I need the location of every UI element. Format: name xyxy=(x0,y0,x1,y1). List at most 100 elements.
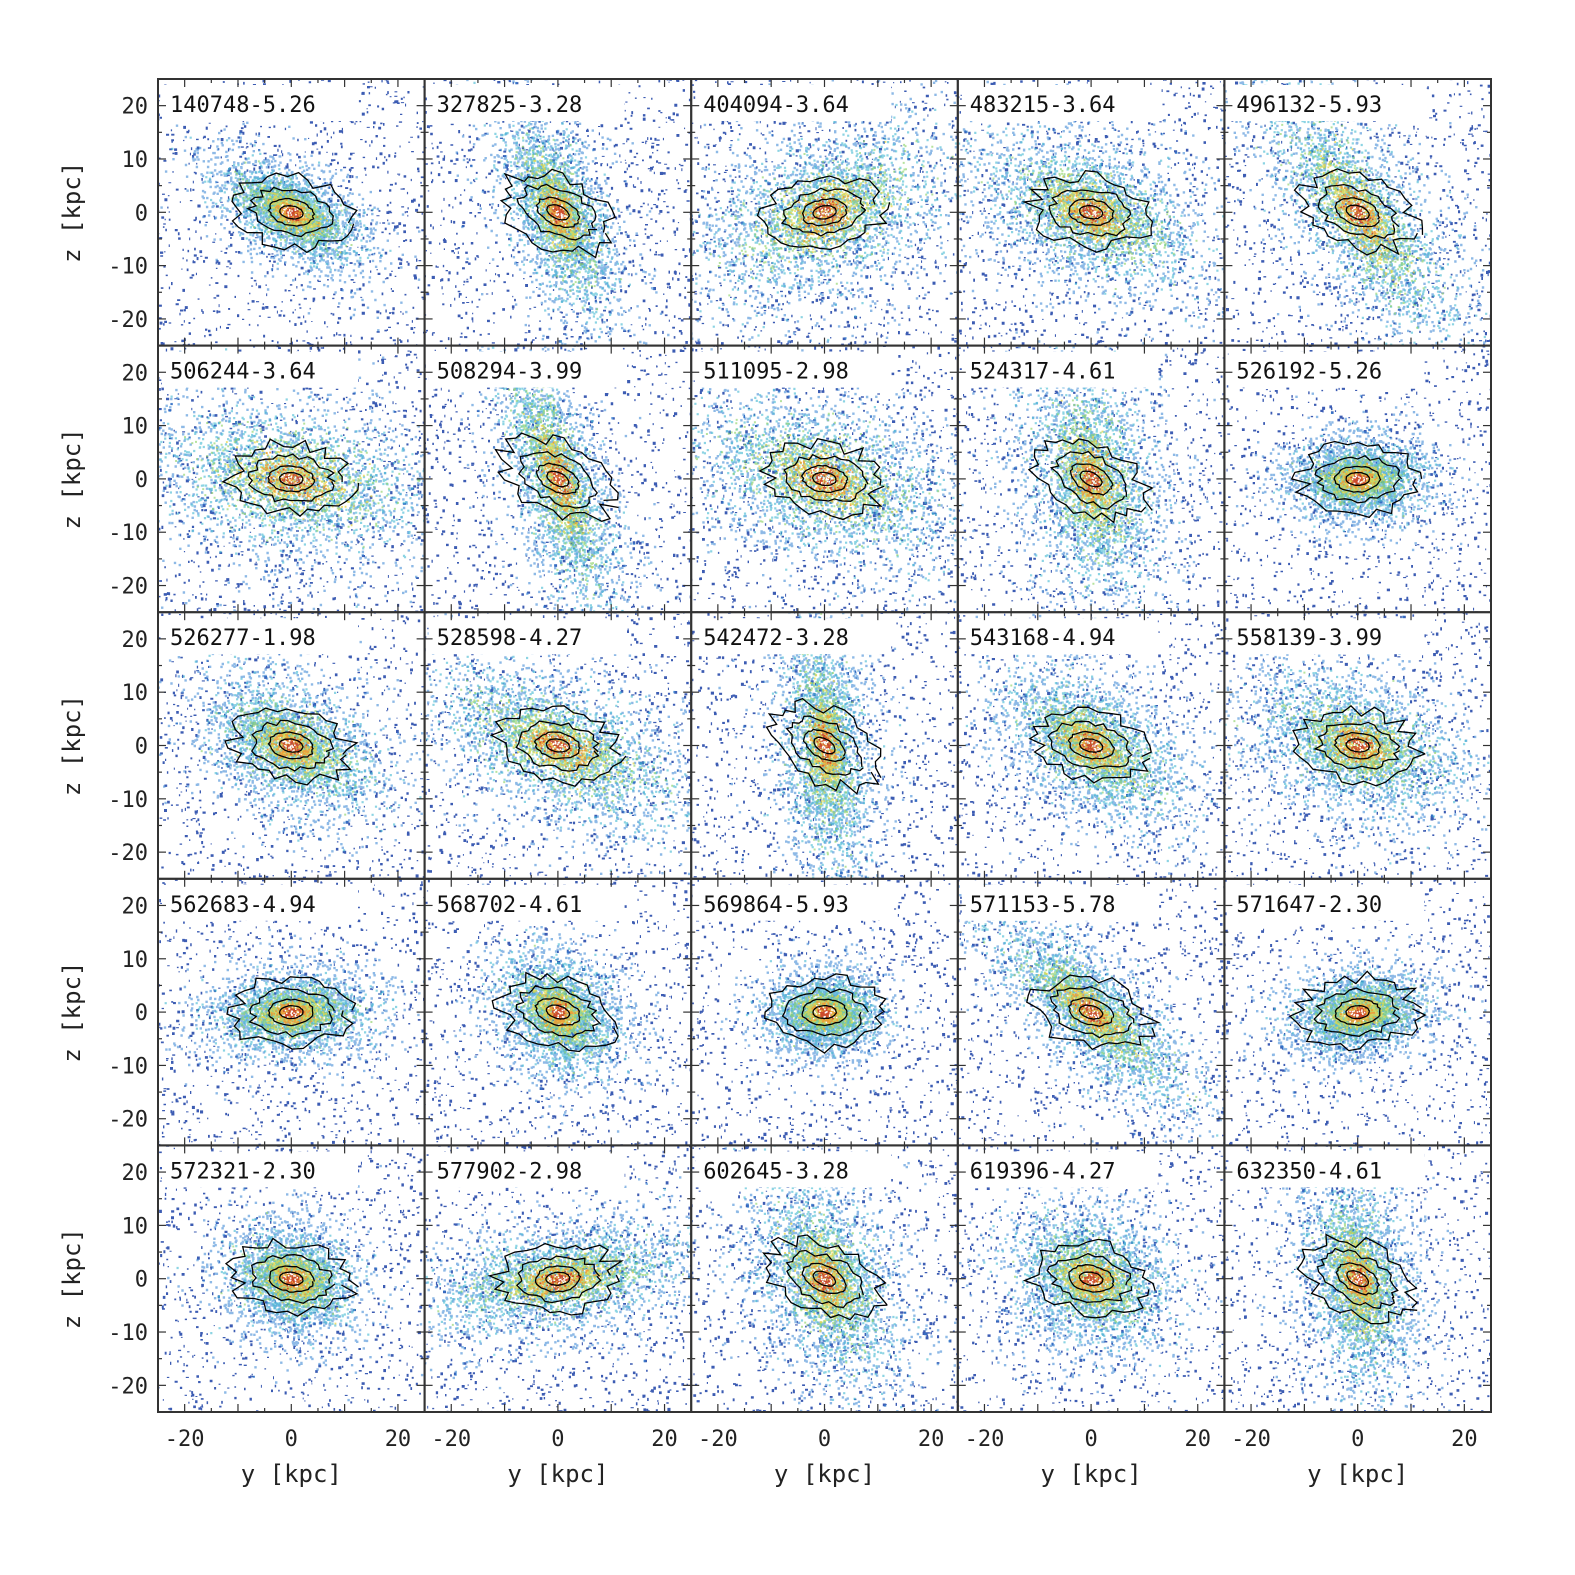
x-axis-title: y [kpc] xyxy=(507,1460,608,1488)
panel-label-text: 571153-5.78 xyxy=(970,893,1116,918)
panel-label-text: 506244-3.64 xyxy=(170,360,316,385)
y-tick-label: 0 xyxy=(135,1001,148,1026)
y-tick-label: -20 xyxy=(108,308,148,333)
y-tick-label: -20 xyxy=(108,1374,148,1399)
panel-label-text: 632350-4.61 xyxy=(1236,1159,1382,1184)
panel-label: 571153-5.78 xyxy=(962,885,1158,921)
panel-label: 404094-3.64 xyxy=(695,85,891,121)
y-tick-label: -10 xyxy=(108,1054,148,1079)
x-tick-label: -20 xyxy=(965,1427,1005,1452)
panel-label-text: 569864-5.93 xyxy=(703,893,849,918)
y-tick-label: -10 xyxy=(108,521,148,546)
panel-label-text: 511095-2.98 xyxy=(703,360,849,385)
panel-label: 558139-3.99 xyxy=(1228,618,1424,654)
panel-label: 508294-3.99 xyxy=(429,352,625,388)
y-tick-label: 20 xyxy=(122,894,149,919)
density-map xyxy=(720,929,923,1102)
panel-label-text: 558139-3.99 xyxy=(1236,626,1382,651)
y-tick-label: 10 xyxy=(122,415,149,440)
panel-label-text: 508294-3.99 xyxy=(437,360,583,385)
y-tick-label: 10 xyxy=(122,1214,149,1239)
panel-label: 571647-2.30 xyxy=(1228,885,1424,921)
y-tick-label: 10 xyxy=(122,948,149,973)
x-tick-label: -20 xyxy=(431,1427,471,1452)
panel-label-text: 562683-4.94 xyxy=(170,893,316,918)
panel-label: 496132-5.93 xyxy=(1228,85,1424,121)
x-tick-label: 0 xyxy=(1084,1427,1097,1452)
panel-327825-3.28 xyxy=(419,0,699,408)
y-tick-label: 10 xyxy=(122,148,149,173)
panel-label-text: 140748-5.26 xyxy=(170,93,316,118)
panel-label: 526192-5.26 xyxy=(1228,352,1424,388)
panel-label-text: 526277-1.98 xyxy=(170,626,316,651)
panel-label: 619396-4.27 xyxy=(962,1151,1158,1187)
density-map xyxy=(160,96,456,331)
y-tick-label: 20 xyxy=(122,628,149,653)
y-tick-label: 20 xyxy=(122,95,149,120)
y-tick-label: 0 xyxy=(135,735,148,760)
panel-label: 526277-1.98 xyxy=(162,618,358,654)
panel-label: 569864-5.93 xyxy=(695,885,891,921)
density-map xyxy=(167,1165,423,1401)
panel-label: 511095-2.98 xyxy=(695,352,891,388)
panel-label: 562683-4.94 xyxy=(162,885,358,921)
x-axis-title: y [kpc] xyxy=(1041,1460,1142,1488)
density-map xyxy=(132,929,448,1101)
x-tick-label: 20 xyxy=(385,1427,412,1452)
y-tick-label: 20 xyxy=(122,1161,149,1186)
panel-label-text: 404094-3.64 xyxy=(703,93,849,118)
panel-label-text: 327825-3.28 xyxy=(437,93,583,118)
y-axis-title: z [kpc] xyxy=(58,962,86,1063)
panel-label-text: 542472-3.28 xyxy=(703,626,849,651)
y-axis-title: z [kpc] xyxy=(58,428,86,529)
x-tick-label: 0 xyxy=(1351,1427,1364,1452)
density-map xyxy=(1209,936,1487,1102)
y-tick-label: 10 xyxy=(122,681,149,706)
panel-label-text: 602645-3.28 xyxy=(703,1159,849,1184)
x-axis-title: y [kpc] xyxy=(241,1460,342,1488)
y-tick-label: -10 xyxy=(108,1321,148,1346)
y-axis-title: z [kpc] xyxy=(58,695,86,796)
panel-label: 568702-4.61 xyxy=(429,885,625,921)
panel-label-text: 524317-4.61 xyxy=(970,360,1116,385)
x-tick-label: 20 xyxy=(1451,1427,1478,1452)
panels-layer: 140748-5.26 327825-3.28 404094-3.64 483215-… xyxy=(19,0,1570,1547)
panel-label: 632350-4.61 xyxy=(1228,1151,1424,1187)
panel-label-text: 543168-4.94 xyxy=(970,626,1116,651)
panel-label: 572321-2.30 xyxy=(162,1151,358,1187)
x-axis-title: y [kpc] xyxy=(1307,1460,1408,1488)
panel-label: 543168-4.94 xyxy=(962,618,1158,654)
y-axis-title: z [kpc] xyxy=(58,162,86,263)
x-tick-label: 20 xyxy=(918,1427,945,1452)
panel-label: 524317-4.61 xyxy=(962,352,1158,388)
x-tick-label: -20 xyxy=(1231,1427,1271,1452)
panel-label-text: 483215-3.64 xyxy=(970,93,1116,118)
panel-label: 506244-3.64 xyxy=(162,352,358,388)
x-tick-label: 20 xyxy=(1184,1427,1211,1452)
x-tick-label: -20 xyxy=(165,1427,205,1452)
panel-label-text: 528598-4.27 xyxy=(437,626,583,651)
y-tick-label: -10 xyxy=(108,255,148,280)
y-tick-label: 0 xyxy=(135,1268,148,1293)
panel-label: 528598-4.27 xyxy=(429,618,625,654)
panel-label: 542472-3.28 xyxy=(695,618,891,654)
panel-label: 577902-2.98 xyxy=(429,1151,625,1187)
x-axis-title: y [kpc] xyxy=(774,1460,875,1488)
x-tick-label: 0 xyxy=(551,1427,564,1452)
panel-label-text: 568702-4.61 xyxy=(437,893,583,918)
y-tick-label: 0 xyxy=(135,201,148,226)
x-tick-label: 0 xyxy=(818,1427,831,1452)
panel-label-text: 619396-4.27 xyxy=(970,1159,1116,1184)
panel-571153-5.78 xyxy=(876,782,1301,1183)
panel-label-text: 526192-5.26 xyxy=(1236,360,1382,385)
y-tick-label: -20 xyxy=(108,841,148,866)
panel-label: 483215-3.64 xyxy=(962,85,1158,121)
panel-label: 140748-5.26 xyxy=(162,85,358,121)
panel-label: 602645-3.28 xyxy=(695,1151,891,1187)
y-tick-label: -10 xyxy=(108,788,148,813)
y-tick-label: -20 xyxy=(108,1108,148,1133)
y-tick-label: 0 xyxy=(135,468,148,493)
panel-label: 327825-3.28 xyxy=(429,85,625,121)
x-tick-label: 0 xyxy=(285,1427,298,1452)
